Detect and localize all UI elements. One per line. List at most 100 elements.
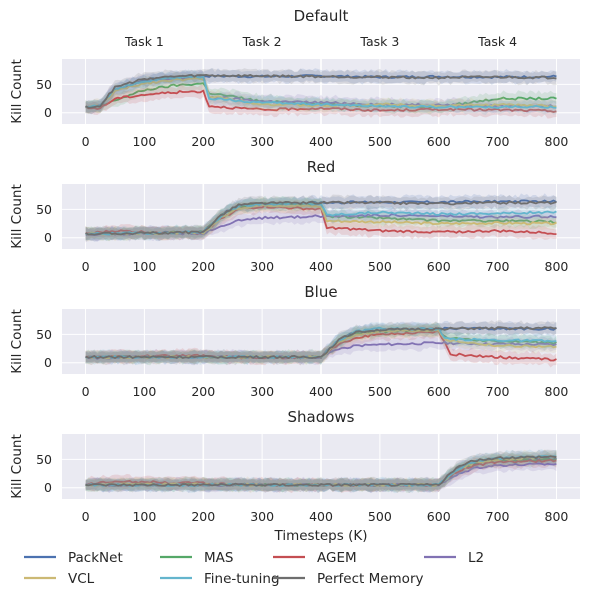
legend: PackNet MAS AGEM L2 VCL Fine-tuning Perfect Me… [24,550,484,587]
panel-title: Shadows [287,408,354,426]
x-tick-label: 0 [82,259,90,274]
legend-label: Perfect Memory [317,571,423,587]
x-tick-label: 600 [427,259,451,274]
task-label: Task 2 [242,34,282,49]
x-tick-label: 0 [82,134,90,149]
y-axis-label: Kill Count [9,184,25,249]
panel-red: Red 0 100 200 300 400 500 600 700 800 0 50 Kill Coun… [9,158,580,274]
x-tick-label: 800 [545,259,569,274]
x-tick-label: 300 [250,134,274,149]
band-vcl [85,71,557,115]
task-label: Task 1 [124,34,164,49]
x-tick-label: 600 [427,509,451,524]
panel-shadows: Shadows 0 100 200 300 400 500 600 700 800 0 50 Kill … [9,408,580,524]
legend-item-packnet: PackNet [24,550,123,566]
x-tick-label: 700 [486,509,510,524]
series-line-agem [85,89,557,113]
legend-item-fine-tuning: Fine-tuning [160,571,280,587]
x-tick-label: 800 [545,134,569,149]
series-line-perfect-memory [85,74,557,109]
x-tick-label: 700 [486,384,510,399]
band-agem [85,200,557,241]
y-tick-label: 0 [44,480,52,495]
legend-item-perfect-memory: Perfect Memory [273,571,423,587]
band-vcl [85,197,557,242]
x-tick-label: 600 [427,134,451,149]
y-tick-label: 0 [44,105,52,120]
x-tick-label: 100 [132,134,156,149]
y-tick-label: 50 [36,452,52,467]
x-tick-label: 400 [309,134,333,149]
task-label: Task 3 [359,34,399,49]
band-fine-tuning [85,449,557,494]
x-tick-label: 200 [191,384,215,399]
x-tick-label: 800 [545,384,569,399]
series-line-perfect-memory [85,326,557,359]
legend-item-agem: AGEM [273,550,357,566]
panels: Default Task 1 Task 2 Task 3 Task 4 0 100 200 30… [9,7,580,544]
task-label: Task 4 [477,34,517,49]
legend-item-vcl: VCL [24,571,95,587]
x-tick-label: 500 [368,259,392,274]
band-vcl [85,322,557,366]
legend-item-mas: MAS [160,550,233,566]
band-packnet [85,193,557,242]
legend-label: VCL [68,571,95,587]
y-tick-label: 50 [36,327,52,342]
y-tick-label: 50 [36,77,52,92]
panel-title: Blue [304,283,337,301]
y-axis-label: Kill Count [9,309,25,374]
y-tick-label: 0 [44,230,52,245]
x-tick-label: 300 [250,259,274,274]
series-line-mas [85,82,557,109]
legend-label: MAS [204,550,233,566]
band-mas [85,195,557,241]
x-axis-label: Timesteps (K) [274,528,368,544]
x-tick-label: 700 [486,259,510,274]
band-fine-tuning [85,321,557,366]
band-perfect-memory [85,320,557,366]
x-tick-label: 300 [250,509,274,524]
panel-default: Default Task 1 Task 2 Task 3 Task 4 0 100 200 30… [9,7,580,149]
x-tick-label: 200 [191,259,215,274]
legend-label: PackNet [68,550,123,566]
x-tick-label: 500 [368,384,392,399]
panel-title: Red [307,158,336,176]
x-tick-label: 400 [309,384,333,399]
legend-label: L2 [468,550,484,566]
band-perfect-memory [85,68,557,115]
panel-title: Default [294,7,349,25]
legend-label: AGEM [317,550,357,566]
y-axis-label: Kill Count [9,59,25,124]
x-tick-label: 200 [191,509,215,524]
x-tick-label: 300 [250,384,274,399]
band-perfect-memory [85,449,557,493]
x-tick-label: 500 [368,134,392,149]
panel-blue: Blue 0 100 200 300 400 500 600 700 800 0 50 Kill Cou… [9,283,580,399]
y-axis-label: Kill Count [9,434,25,499]
y-tick-label: 0 [44,355,52,370]
x-tick-label: 200 [191,134,215,149]
x-tick-label: 400 [309,509,333,524]
y-tick-label: 50 [36,202,52,217]
band-fine-tuning [85,69,557,115]
legend-label: Fine-tuning [204,571,280,587]
series-line-perfect-memory [85,455,557,487]
series-line-perfect-memory [85,200,557,236]
x-tick-label: 700 [486,134,510,149]
series-line-fine-tuning [85,74,557,109]
x-tick-label: 600 [427,384,451,399]
x-tick-label: 800 [545,509,569,524]
x-tick-label: 100 [132,384,156,399]
x-tick-label: 400 [309,259,333,274]
x-tick-label: 100 [132,509,156,524]
x-tick-label: 500 [368,509,392,524]
x-tick-label: 0 [82,384,90,399]
x-tick-label: 0 [82,509,90,524]
band-fine-tuning [85,196,557,241]
band-vcl [85,449,557,494]
band-perfect-memory [85,194,557,242]
legend-item-l2: L2 [424,550,484,566]
x-tick-label: 100 [132,259,156,274]
